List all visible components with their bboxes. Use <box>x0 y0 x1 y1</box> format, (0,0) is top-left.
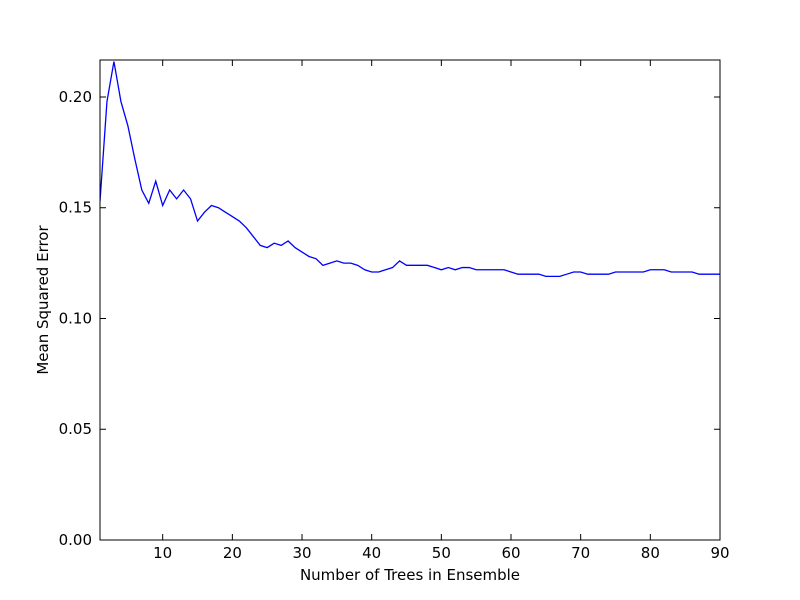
series-line-0 <box>100 61 720 278</box>
x-axis-label: Number of Trees in Ensemble <box>300 566 520 584</box>
y-tick-labels: 0.00 0.05 0.10 0.15 0.20 <box>59 88 92 549</box>
x-tick-label: 20 <box>223 544 242 562</box>
x-tick-label: 40 <box>362 544 381 562</box>
x-tick-label: 50 <box>432 544 451 562</box>
y-tick-label: 0.05 <box>59 420 92 438</box>
x-tick-label: 90 <box>710 544 729 562</box>
x-tick-label: 60 <box>501 544 520 562</box>
y-tick-label: 0.00 <box>59 531 92 549</box>
y-tick-label: 0.20 <box>59 88 92 106</box>
plot-area <box>100 60 720 540</box>
x-tick-label: 80 <box>641 544 660 562</box>
x-tick-labels: 10 20 30 40 50 60 70 80 90 <box>153 544 729 562</box>
x-tick-label: 30 <box>292 544 311 562</box>
y-tick-label: 0.15 <box>59 199 92 217</box>
plot-frame <box>99 59 721 541</box>
x-tick-label: 70 <box>571 544 590 562</box>
y-tick-label: 0.10 <box>59 309 92 327</box>
x-tick-label: 10 <box>153 544 172 562</box>
y-axis-label: Mean Squared Error <box>34 225 52 375</box>
